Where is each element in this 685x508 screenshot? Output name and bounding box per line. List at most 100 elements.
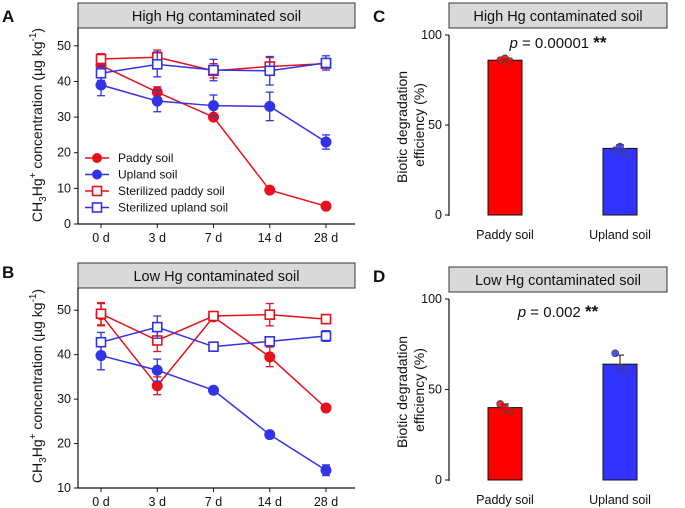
- panel-letter-b: B: [2, 263, 14, 282]
- y-axis-title-d-line2: efficiency (%): [411, 348, 427, 432]
- p-value-label: p: [508, 35, 517, 52]
- bar-upland-soil: [602, 363, 638, 481]
- data-point-sterilized-paddy-soil: [208, 310, 219, 322]
- legend-marker-sterilized-paddy-soil: [91, 185, 103, 197]
- data-point-sterilized-paddy-soil: [95, 308, 107, 320]
- y-tick-label: 40: [57, 348, 71, 362]
- legend-label-sterilized-paddy-soil: Sterilized paddy soil: [118, 184, 225, 198]
- panel-letter-a: A: [2, 7, 14, 26]
- title-strip-d: Low Hg contaminated soil: [448, 266, 668, 293]
- x-tick-label: 7 d: [205, 495, 222, 508]
- legend-marker-paddy-soil: [92, 153, 102, 163]
- data-point-sterilized-paddy-soil: [95, 53, 107, 65]
- x-tick-label: 3 d: [149, 495, 166, 508]
- data-point-upland-soil: [264, 429, 276, 441]
- panel-letter-c: C: [373, 7, 385, 26]
- data-point-paddy-soil: [320, 200, 332, 212]
- legend-label-paddy-soil: Paddy soil: [118, 151, 173, 165]
- y-tick-label: 40: [57, 74, 71, 88]
- y-tick-label: 20: [57, 437, 71, 451]
- x-tick-label: 14 d: [258, 231, 282, 245]
- y-tick-label: 0: [435, 208, 442, 222]
- replicate-point-upland-soil: [620, 365, 629, 374]
- bar-paddy-soil: [487, 407, 523, 481]
- data-point-paddy-soil: [151, 380, 163, 392]
- significance-stars: **: [585, 302, 599, 321]
- bar-paddy-soil: [487, 59, 523, 216]
- title-a: High Hg contaminated soil: [132, 9, 301, 25]
- y-tick-label: 50: [428, 118, 442, 132]
- series-line-upland-soil: [100, 354, 327, 471]
- y-tick-label: 50: [57, 39, 71, 53]
- data-point-upland-soil: [151, 95, 163, 107]
- p-value-text: = 0.002: [526, 304, 585, 321]
- y-axis-title-d-line1: Biotic degradation: [394, 336, 410, 448]
- data-point-sterilized-upland-soil: [264, 65, 276, 77]
- y-tick-label: 0: [64, 217, 71, 231]
- y-tick-label: 100: [421, 28, 442, 42]
- title-b: Low Hg contaminated soil: [133, 269, 299, 285]
- x-tick-label: 7 d: [205, 231, 222, 245]
- x-tick-label-paddy-soil: Paddy soil: [476, 228, 534, 242]
- data-point-paddy-soil: [264, 184, 276, 196]
- legend-label-sterilized-upland-soil: Sterilized upland soil: [118, 201, 228, 215]
- line-chart-low-hg: 10 20 30 40 50 0 d 3 d 7 d 14 d 28 d: [57, 288, 355, 508]
- data-point-sterilized-upland-soil: [151, 59, 163, 70]
- replicate-point-upland-soil: [616, 142, 624, 151]
- x-tick-label: 0 d: [92, 231, 109, 245]
- significance-stars: **: [593, 33, 607, 52]
- y-tick-label: 10: [57, 481, 71, 495]
- p-value-annotation: p = 0.00001 **: [508, 33, 606, 52]
- x-tick-label-upland-soil: Upland soil: [589, 493, 651, 507]
- y-axis-title-c-line2: efficiency (%): [411, 83, 427, 167]
- x-tick-label: 0 d: [92, 495, 109, 508]
- replicate-point-upland-soil: [611, 349, 620, 358]
- replicate-point-upland-soil: [620, 148, 629, 156]
- legend: Paddy soil Upland soil Sterilized paddy so…: [85, 151, 228, 215]
- title-strip-c: High Hg contaminated soil: [448, 2, 668, 29]
- y-axis-title-c: Biotic degradation efficiency (%): [394, 67, 427, 183]
- title-d: Low Hg contaminated soil: [475, 273, 641, 289]
- legend-marker-upland-soil: [92, 169, 102, 180]
- data-point-paddy-soil: [320, 402, 332, 414]
- legend-label-upland-soil: Upland soil: [118, 168, 177, 182]
- legend-marker-sterilized-upland-soil: [91, 202, 103, 213]
- title-strip-b: Low Hg contaminated soil: [77, 262, 356, 289]
- bar-upland-soil: [602, 147, 638, 216]
- data-point-sterilized-upland-soil: [320, 57, 332, 69]
- p-value-text: = 0.00001: [518, 35, 593, 52]
- y-axis-title-b: CH3Hg+ concentration (µg kg-1): [28, 289, 49, 483]
- y-tick-label: 100: [421, 292, 442, 306]
- data-point-sterilized-upland-soil: [208, 64, 219, 76]
- y-tick-label: 10: [57, 181, 71, 195]
- x-tick-label: 28 d: [314, 231, 338, 245]
- x-tick-label: 14 d: [258, 495, 282, 508]
- y-tick-label: 50: [57, 303, 71, 317]
- data-point-sterilized-upland-soil: [208, 341, 219, 352]
- y-tick-label: 20: [57, 146, 71, 160]
- data-point-upland-soil: [320, 136, 332, 148]
- title-c: High Hg contaminated soil: [473, 9, 642, 25]
- y-tick-label: 50: [428, 383, 442, 397]
- title-strip-a: High Hg contaminated soil: [77, 2, 356, 29]
- x-tick-label-paddy-soil: Paddy soil: [476, 493, 534, 507]
- data-point-upland-soil: [95, 79, 107, 91]
- x-tick-label: 3 d: [149, 231, 166, 245]
- bar-chart-low-hg: 0 50 100 Paddy soil Upland soil p = 0.002 **: [421, 292, 651, 507]
- data-point-sterilized-paddy-soil: [320, 313, 332, 325]
- data-point-sterilized-upland-soil: [320, 330, 332, 342]
- data-point-upland-soil: [264, 100, 276, 112]
- x-tick-label-upland-soil: Upland soil: [589, 228, 651, 242]
- y-axis-title-d: Biotic degradation efficiency (%): [394, 332, 427, 448]
- replicate-point-paddy-soil: [505, 407, 514, 416]
- data-point-sterilized-upland-soil: [95, 67, 107, 79]
- data-point-upland-soil: [320, 464, 332, 476]
- data-point-sterilized-upland-soil: [95, 336, 107, 348]
- data-point-paddy-soil: [264, 351, 276, 363]
- y-axis-title-c-line1: Biotic degradation: [394, 71, 410, 183]
- y-tick-label: 30: [57, 392, 71, 406]
- y-tick-label: 30: [57, 110, 71, 124]
- line-chart-high-hg: 0 10 20 30 40 50 0 d 3 d 7 d 14 d 28 d Paddy soil Up…: [57, 28, 355, 245]
- data-point-upland-soil: [208, 384, 219, 396]
